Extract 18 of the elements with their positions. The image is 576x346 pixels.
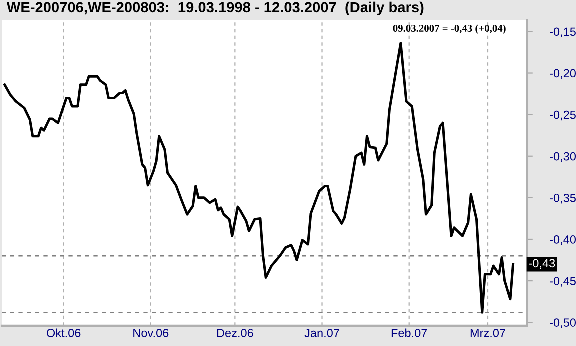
chart-title: WE-200706,WE-200803: 19.03.1998 - 12.03.2007 (Daily bars) (6, 2, 424, 16)
y-tick-label: -0,30 (550, 152, 576, 162)
y-tick-label: -0,45 (550, 277, 576, 287)
annotation: 09.03.2007 = -0,43 (+0,04) (393, 24, 506, 34)
x-tick-label: Nov.06 (134, 329, 169, 338)
y-tick-label: -0,15 (550, 28, 576, 38)
text: -0,43 (529, 259, 556, 269)
x-tick-label: Okt.06 (46, 328, 81, 338)
y-tick-label: -0,20 (550, 69, 576, 80)
x-tick-label: Feb.07 (392, 328, 428, 338)
y-tick-label: -0,25 (550, 110, 576, 121)
x-tick-label: Jan.07 (304, 329, 340, 338)
y-tick-label: -0,40 (550, 236, 576, 246)
x-tick-label: Mrz.07 (470, 329, 506, 338)
line-series (4, 42, 515, 314)
x-tick-label: Dez.06 (217, 329, 254, 338)
y-tick-label: -0,35 (550, 194, 576, 204)
y-tick-label: -0,50 (550, 318, 576, 328)
